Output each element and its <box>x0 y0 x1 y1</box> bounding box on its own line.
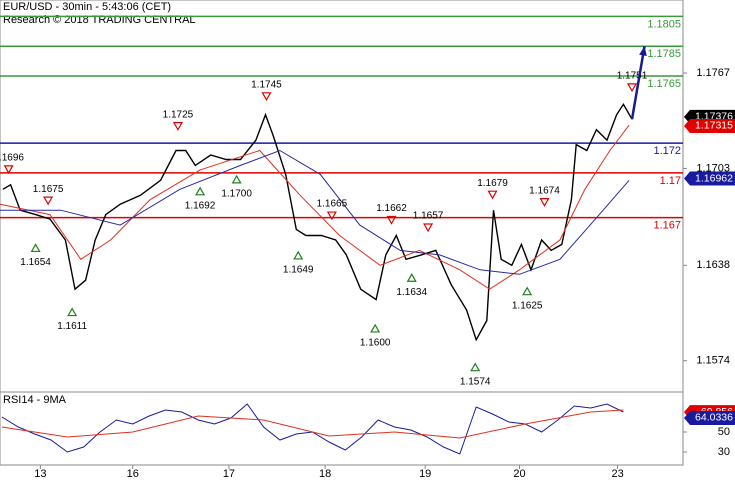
y-tick-label: 1.1574 <box>696 355 730 367</box>
pivot-label: 1.1574 <box>460 376 491 387</box>
price-tag <box>684 410 735 425</box>
forecast-arrow <box>630 45 646 120</box>
x-tick-label: 18 <box>319 468 331 480</box>
y-tick-label: 1.1703 <box>696 162 730 174</box>
level-label: 1.17 <box>660 175 681 187</box>
forecast-arrowhead <box>639 46 647 56</box>
pivot-label: 1.1696 <box>0 152 24 163</box>
pivot-marker <box>30 243 41 253</box>
rsi-title: RSI14 - 9MA <box>3 394 67 406</box>
series-line <box>0 149 630 275</box>
pivot-marker <box>539 198 550 207</box>
pivot-marker <box>423 223 434 233</box>
series-line <box>0 124 630 290</box>
price-tag <box>684 118 735 133</box>
pivot-marker <box>626 83 638 93</box>
pivot-label: 1.1654 <box>20 257 51 268</box>
pivot-label: 1.1634 <box>396 287 427 298</box>
pivot-label: 1.1692 <box>185 200 216 211</box>
pivot-marker <box>3 165 14 175</box>
pivot-label: 1.1611 <box>57 321 87 332</box>
pivot-label: 1.1700 <box>221 189 252 200</box>
pivot-marker <box>370 323 381 333</box>
y-tick-label: 30 <box>718 446 730 458</box>
pivot-label: 1.1657 <box>413 211 444 222</box>
pivot-label: 1.1745 <box>251 79 282 90</box>
x-tick-label: 19 <box>419 468 431 480</box>
price-tag-label: 64.0336 <box>695 412 733 424</box>
y-tick-label: 1.1767 <box>696 67 730 79</box>
y-tick-label: 50 <box>718 426 730 438</box>
pivot-label: 1.1751 <box>617 71 648 82</box>
pivot-label: 1.1665 <box>317 199 348 210</box>
x-tick-label: 13 <box>34 468 46 480</box>
level-label: 1.1765 <box>647 78 681 90</box>
pivot-marker <box>487 190 498 200</box>
pivot-marker <box>231 174 242 184</box>
pivot-marker <box>67 307 78 317</box>
series-line <box>2 102 633 342</box>
pivot-marker <box>386 215 397 225</box>
level-label: 1.1805 <box>647 18 681 30</box>
price-tag-label: 1.16962 <box>695 172 733 184</box>
pivot-label: 1.1679 <box>477 178 508 189</box>
x-tick-label: 23 <box>611 468 623 480</box>
pivot-marker <box>293 250 304 260</box>
pivot-label: 1.1725 <box>163 109 194 120</box>
pivot-marker <box>470 362 481 372</box>
level-label: 1.1785 <box>647 48 681 60</box>
plot-frame <box>0 0 684 466</box>
pivot-label: 1.1600 <box>360 338 391 349</box>
pivot-label: 1.1675 <box>33 184 64 195</box>
pivot-marker <box>195 186 206 196</box>
pivot-marker <box>261 92 272 102</box>
x-tick-label: 16 <box>127 468 139 480</box>
level-label: 1.172 <box>653 145 681 157</box>
x-tick-label: 17 <box>223 468 235 480</box>
price-tag <box>684 171 735 186</box>
pivot-marker <box>43 196 54 206</box>
pivot-label: 1.1674 <box>529 185 560 196</box>
price-tag-label: 1.17315 <box>695 120 733 132</box>
y-tick-label: 1.1638 <box>696 259 730 271</box>
pivot-marker <box>522 286 533 296</box>
chart-title: EUR/USD - 30min - 5:43:06 (CET) <box>3 1 171 13</box>
x-tick-label: 20 <box>513 468 525 480</box>
pivot-marker <box>172 122 183 131</box>
pivot-marker <box>406 273 417 282</box>
level-label: 1.167 <box>653 220 681 232</box>
pivot-label: 1.1649 <box>283 265 314 276</box>
pivot-marker <box>326 211 337 221</box>
pivot-label: 1.1662 <box>376 203 407 214</box>
series-line <box>1 409 624 439</box>
pivot-label: 1.1625 <box>512 300 543 311</box>
